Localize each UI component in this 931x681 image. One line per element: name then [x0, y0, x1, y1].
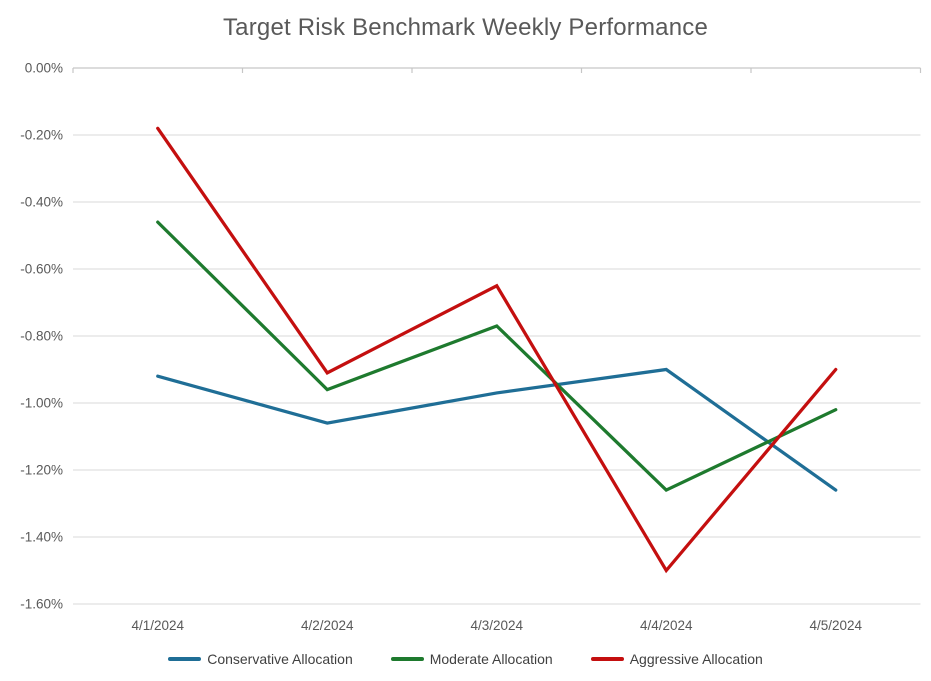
legend-item-moderate: Moderate Allocation	[390, 651, 553, 667]
y-tick-label: -0.40%	[20, 194, 63, 210]
x-tick-label: 4/3/2024	[470, 618, 524, 633]
legend: Conservative Allocation Moderate Allocat…	[0, 651, 931, 667]
y-tick-label: 0.00%	[24, 60, 63, 76]
legend-swatch-aggressive-icon	[590, 657, 624, 661]
legend-label-aggressive: Aggressive Allocation	[629, 651, 763, 667]
legend-label-moderate: Moderate Allocation	[429, 651, 553, 667]
legend-swatch-moderate-icon	[390, 657, 424, 661]
y-tick-label: -1.20%	[20, 462, 63, 478]
y-tick-label: -0.80%	[20, 328, 63, 344]
series-line-0	[156, 367, 838, 492]
legend-item-conservative: Conservative Allocation	[168, 651, 353, 667]
y-tick-label: -0.20%	[20, 127, 63, 143]
y-axis: 0.00% -0.20% -0.40% -0.60% -0.80% -1.00% -1.20…	[0, 0, 63, 681]
x-tick-label: 4/2/2024	[300, 618, 354, 633]
legend-item-aggressive: Aggressive Allocation	[590, 651, 763, 667]
y-tick-label: -0.60%	[20, 261, 63, 277]
x-tick-label: 4/4/2024	[639, 618, 693, 633]
y-tick-label: -1.00%	[20, 395, 63, 411]
legend-swatch-conservative-icon	[168, 657, 202, 661]
legend-label-conservative: Conservative Allocation	[207, 651, 353, 667]
chart-title: Target Risk Benchmark Weekly Performance	[222, 14, 709, 41]
series-line-2	[156, 126, 838, 574]
y-tick-label: -1.60%	[20, 596, 63, 612]
x-tick-label: 4/5/2024	[809, 618, 863, 633]
y-tick-label: -1.40%	[20, 529, 63, 545]
x-tick-label: 4/1/2024	[131, 618, 185, 633]
series-line-1	[156, 220, 838, 493]
